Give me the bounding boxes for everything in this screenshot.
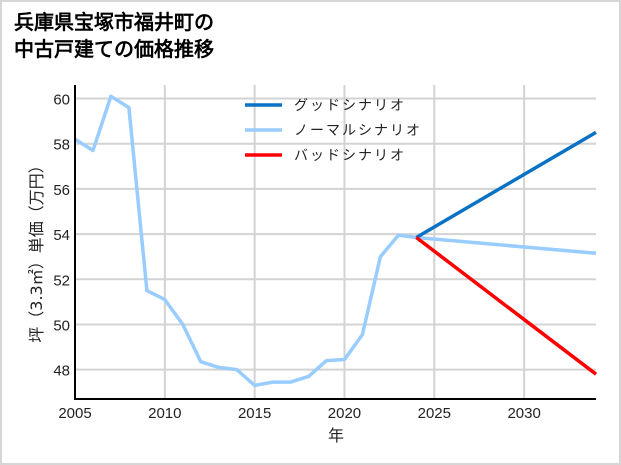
legend-label-1: ノーマルシナリオ bbox=[294, 123, 422, 139]
y-axis-label: 坪（3.3㎡）単価（万円） bbox=[27, 157, 46, 342]
series-line-2 bbox=[415, 236, 598, 376]
y-tick-label: 50 bbox=[53, 317, 70, 334]
y-tick-label: 56 bbox=[53, 182, 70, 199]
x-tick-label: 2015 bbox=[238, 405, 271, 422]
y-tick-label: 58 bbox=[53, 137, 70, 154]
series-line-1 bbox=[74, 94, 597, 388]
chart-title-line-1: 兵庫県宝塚市福井町の bbox=[14, 10, 214, 34]
x-tick-labels: 2005 2010 2015 2020 2025 2030 bbox=[58, 405, 541, 422]
y-tick-label: 54 bbox=[53, 227, 70, 244]
y-tick-label: 52 bbox=[53, 272, 70, 289]
x-tick-label: 2010 bbox=[148, 405, 181, 422]
legend-label-2: バッドシナリオ bbox=[294, 148, 406, 164]
y-tick-label: 60 bbox=[53, 92, 70, 109]
x-tick-label: 2020 bbox=[328, 405, 361, 422]
axes bbox=[74, 85, 596, 400]
y-tick-label: 48 bbox=[53, 363, 70, 380]
y-tick-labels: 48 50 52 54 56 58 60 bbox=[53, 92, 70, 380]
legend-label-0: グッドシナリオ bbox=[294, 98, 406, 114]
x-tick-label: 2025 bbox=[418, 405, 451, 422]
chart-title: 兵庫県宝塚市福井町の 中古戸建ての価格推移 bbox=[14, 9, 214, 63]
chart-title-line-2: 中古戸建ての価格推移 bbox=[14, 37, 214, 61]
series-lines bbox=[74, 94, 598, 388]
series-line-0 bbox=[415, 130, 597, 240]
x-tick-label: 2005 bbox=[58, 405, 91, 422]
x-axis-label: 年 bbox=[328, 426, 344, 445]
x-tick-label: 2030 bbox=[507, 405, 540, 422]
